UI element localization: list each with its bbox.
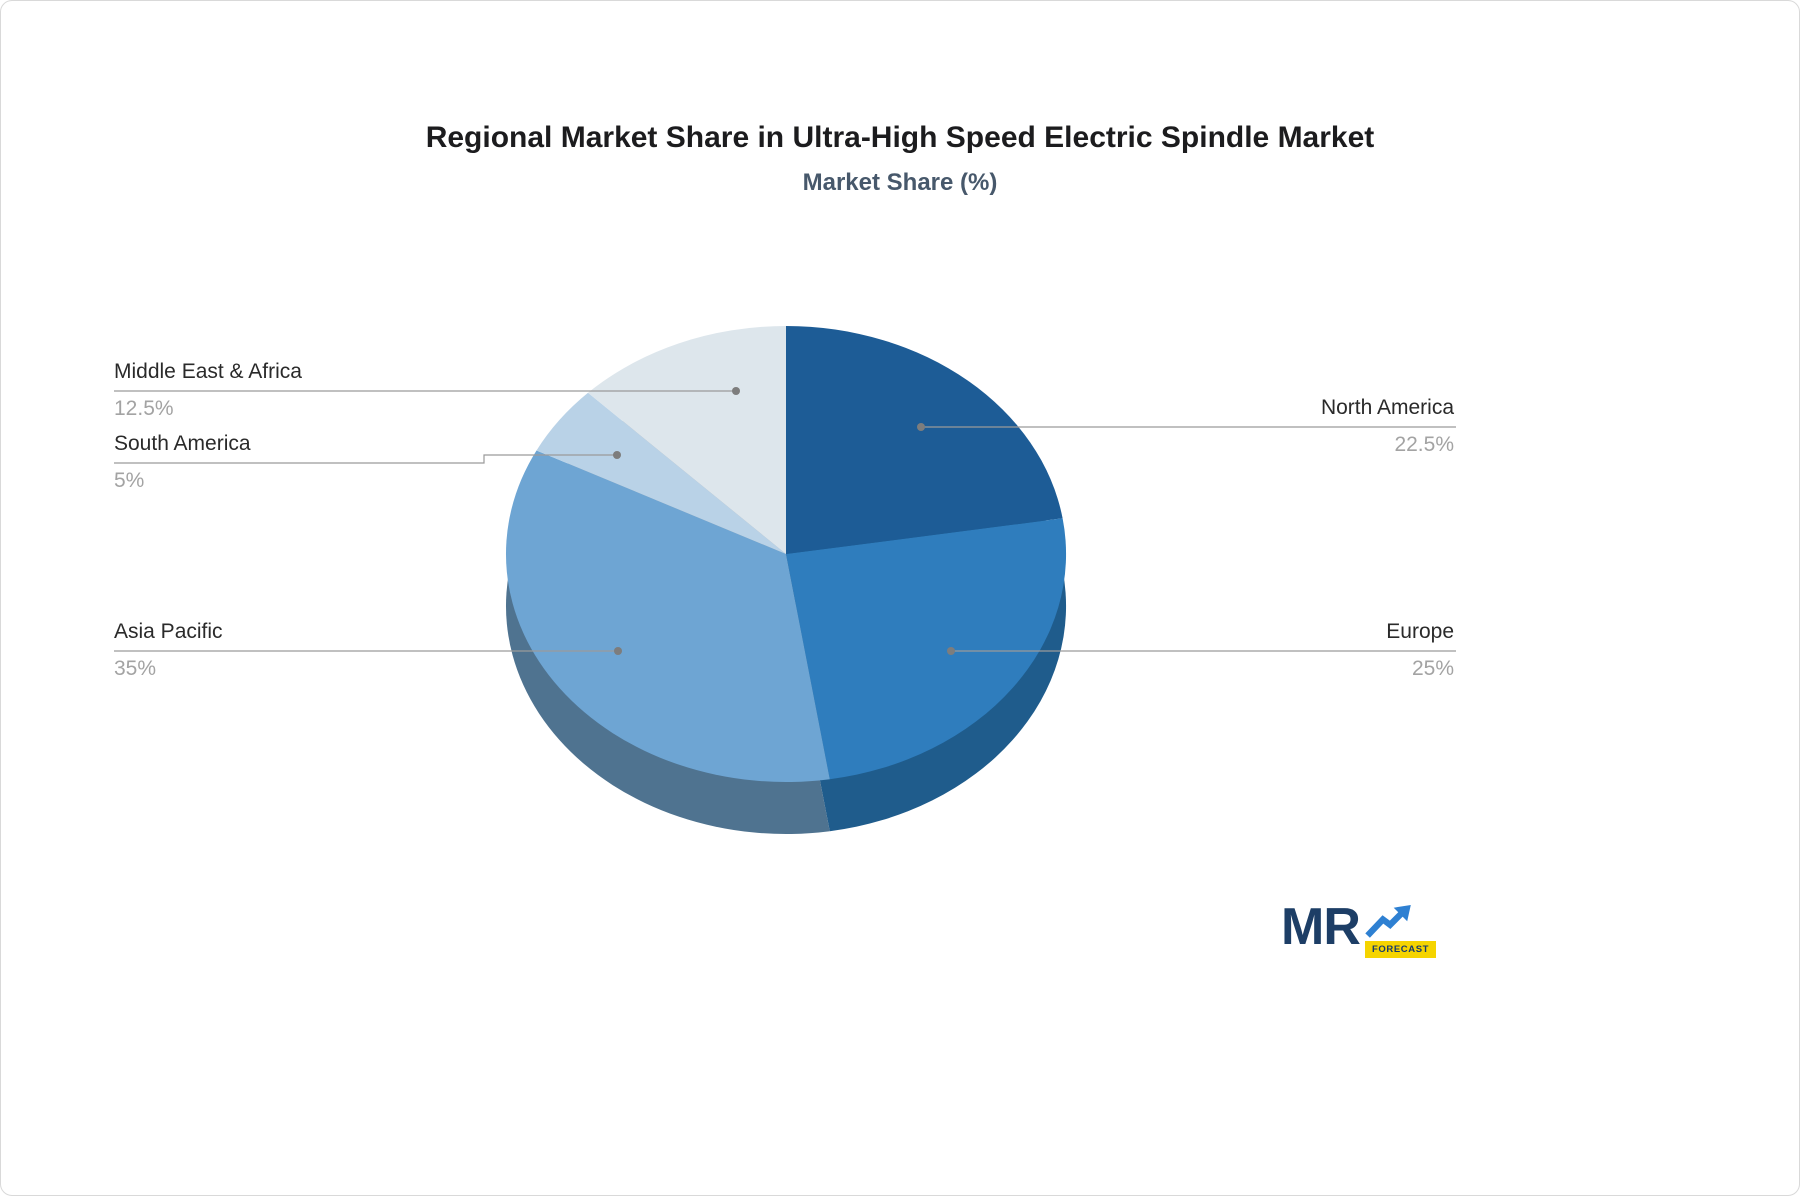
slice-label-middle-east-africa: Middle East & Africa 12.5%	[114, 361, 302, 420]
slice-label-name: Asia Pacific	[114, 620, 223, 643]
slice-label-value: 35%	[114, 657, 157, 680]
chart-title: Regional Market Share in Ultra-High Spee…	[425, 121, 1375, 154]
chart-subtitle: Market Share (%)	[802, 169, 998, 196]
slice-label-name: South America	[114, 432, 251, 455]
slice-label-value: 25%	[1411, 657, 1454, 680]
leader-dot-3	[613, 451, 621, 459]
pie-slice-2	[505, 450, 830, 783]
leader-dot-0	[917, 423, 925, 431]
slice-label-europe: Europe 25%	[1386, 621, 1454, 680]
leader-dot-2	[614, 647, 622, 655]
logo-text: MR	[1281, 898, 1361, 956]
slice-label-name: North America	[1320, 396, 1454, 419]
slice-label-value: 12.5%	[114, 397, 174, 420]
pie-slice-0	[786, 326, 1063, 554]
slice-label-name: Middle East & Africa	[114, 360, 302, 383]
slice-label-south-america: South America 5%	[114, 433, 251, 492]
logo-trend-arrow-icon	[1365, 905, 1411, 938]
slice-label-value: 5%	[114, 469, 145, 492]
pie-slice-3	[536, 392, 786, 554]
slice-label-value: 22.5%	[1394, 433, 1454, 456]
pie-slice-4	[588, 326, 786, 554]
pie-slice-1	[786, 518, 1067, 780]
leader-line-3	[114, 454, 617, 464]
slice-label-name: Europe	[1386, 620, 1454, 643]
logo-badge: FORECAST	[1365, 941, 1437, 958]
leader-dot-4	[732, 387, 740, 395]
leader-dot-1	[947, 647, 955, 655]
slice-label-asia-pacific: Asia Pacific 35%	[114, 621, 223, 680]
brand-logo: MR FORECAST	[1281, 897, 1441, 963]
slice-label-north-america: North America 22.5%	[1321, 397, 1454, 456]
